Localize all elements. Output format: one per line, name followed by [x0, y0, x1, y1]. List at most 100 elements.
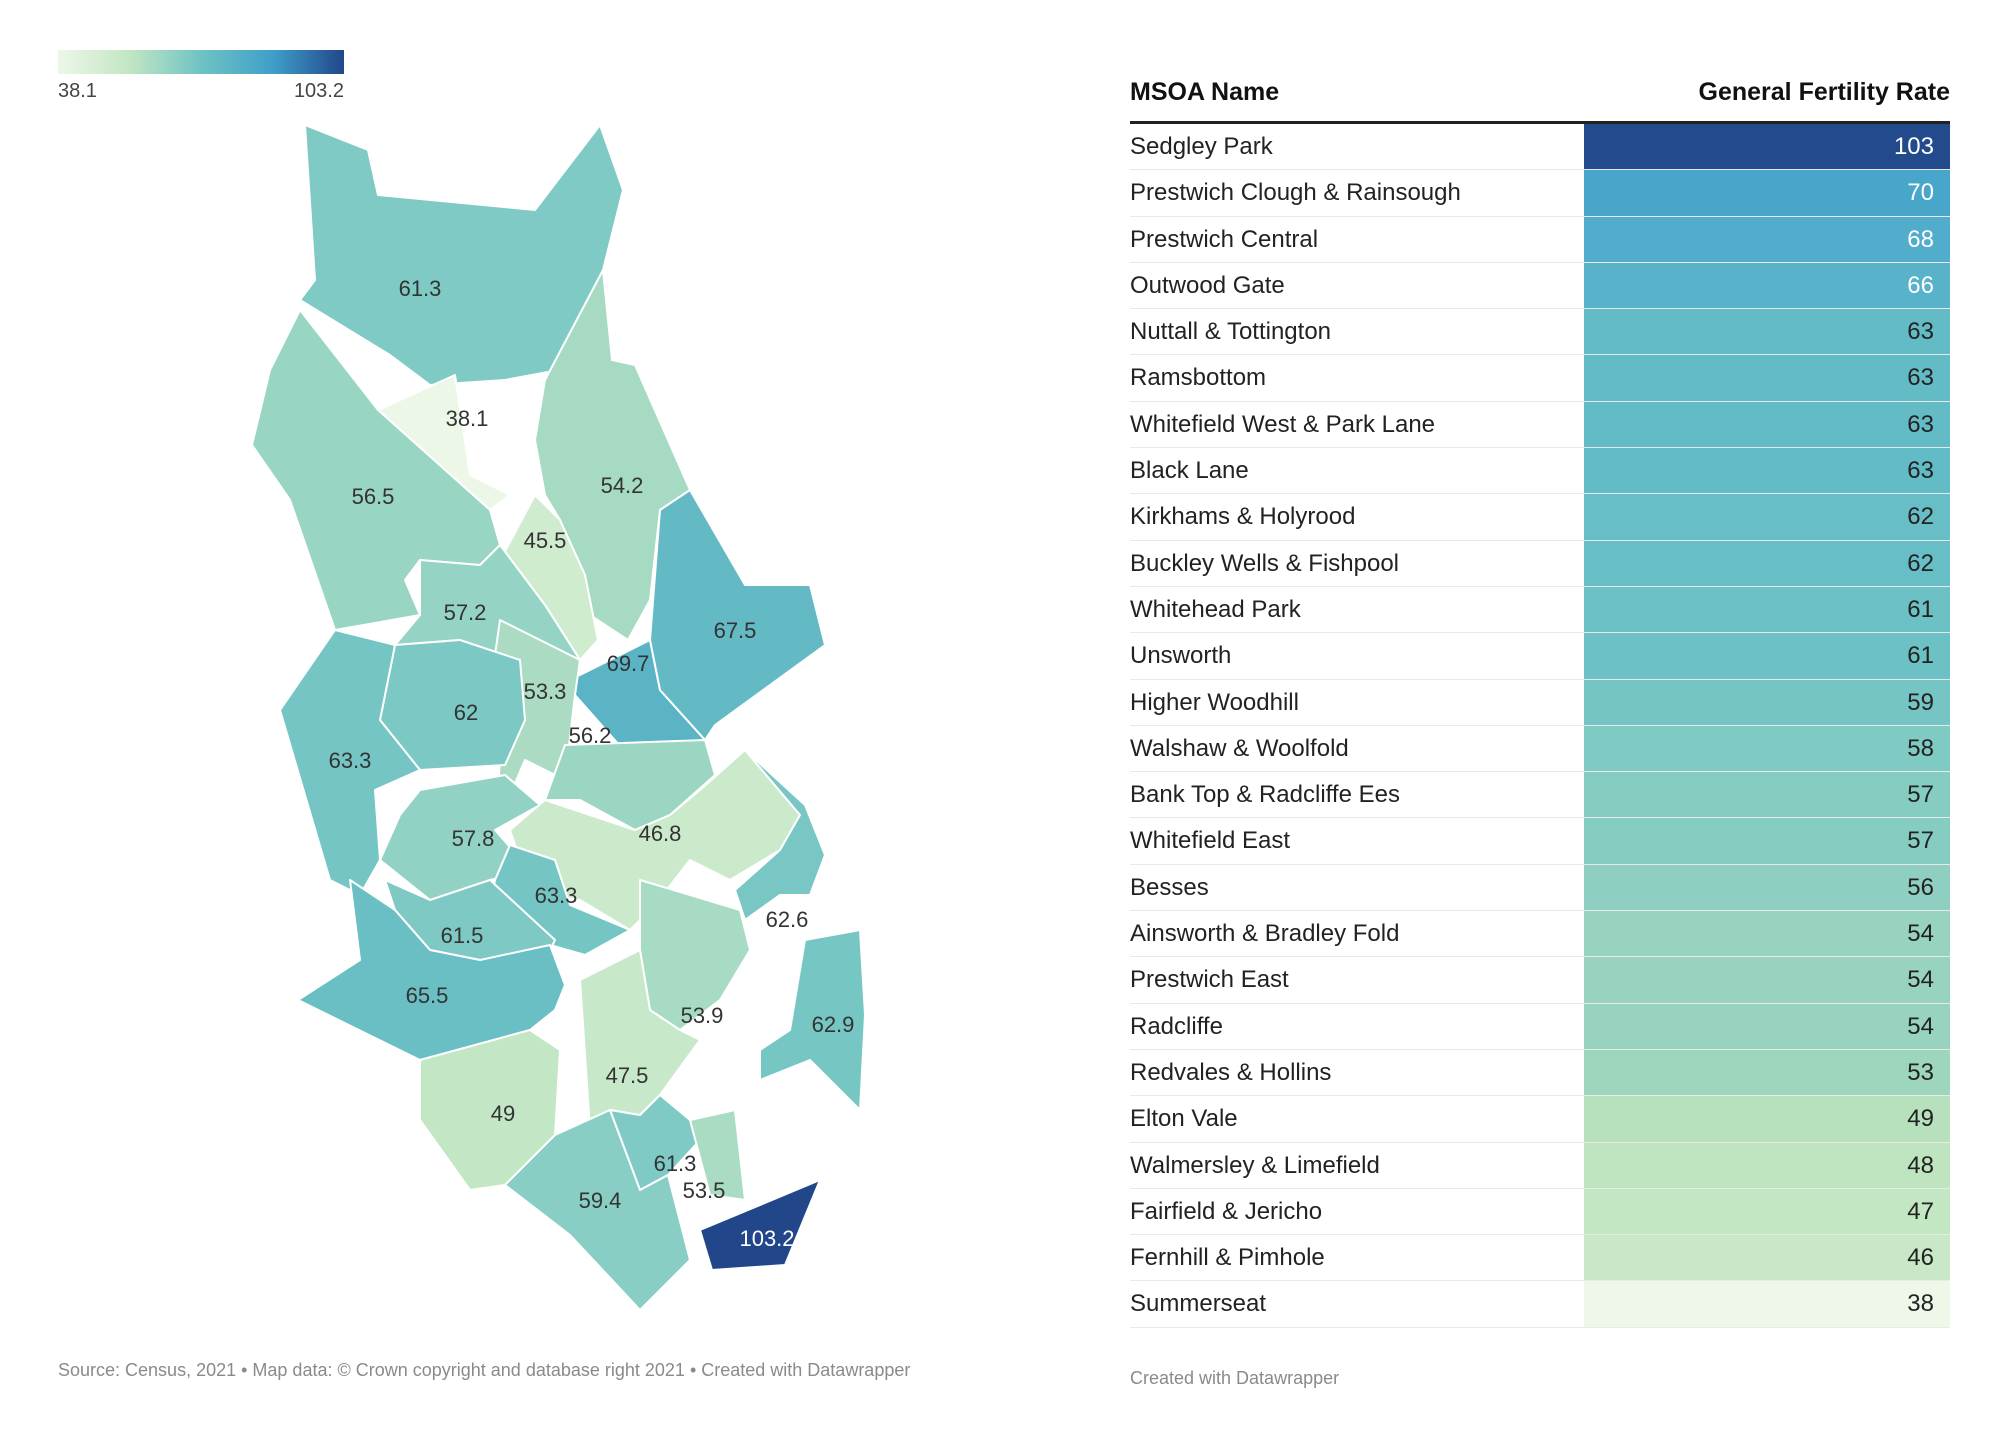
choropleth-map: 61.3 38.1 56.5 54.2 45.5 57.2 69.7 67.5 53.3 62 63…	[251, 124, 866, 1311]
fertility-rate-cell: 61	[1584, 633, 1950, 679]
map-region-label: 61.3	[654, 1151, 697, 1176]
msoa-name-cell: Buckley Wells & Fishpool	[1130, 549, 1399, 577]
map-region[interactable]	[297, 879, 566, 1061]
table-row: Prestwich East 54	[1130, 957, 1950, 1004]
map-region-label: 62.9	[812, 1012, 855, 1037]
msoa-name-cell: Elton Vale	[1130, 1105, 1238, 1133]
fertility-rate-cell: 66	[1584, 262, 1950, 309]
map-region-label: 57.2	[444, 600, 487, 625]
msoa-name-cell: Ainsworth & Bradley Fold	[1130, 920, 1400, 948]
table-row: Summerseat 38	[1130, 1281, 1950, 1328]
map-region-label: 62	[454, 700, 478, 725]
fertility-rate-cell: 62	[1584, 494, 1950, 540]
msoa-name-cell: Fairfield & Jericho	[1130, 1197, 1323, 1225]
msoa-name-cell: Prestwich Clough & Rainsough	[1130, 179, 1461, 207]
map-region[interactable]	[534, 269, 691, 641]
fertility-rate-cell: 56	[1584, 864, 1950, 911]
msoa-name-cell: Walshaw & Woolfold	[1130, 734, 1349, 762]
fertility-rate-cell: 63	[1584, 401, 1950, 448]
table-row: Ainsworth & Bradley Fold 54	[1130, 911, 1950, 958]
table-row: Radcliffe 54	[1130, 1003, 1950, 1050]
fertility-rate-cell: 63	[1584, 309, 1950, 355]
table-row: Elton Vale 49	[1130, 1096, 1950, 1143]
table-row: Unsworth 61	[1130, 633, 1950, 680]
map-region[interactable]	[699, 1179, 821, 1271]
fertility-rate-cell: 47	[1584, 1188, 1950, 1235]
fertility-rate-cell: 59	[1584, 679, 1950, 725]
table-row: Prestwich Clough & Rainsough 70	[1130, 170, 1950, 217]
map-region[interactable]	[251, 309, 501, 631]
map-region-label: 57.8	[452, 826, 495, 851]
fertility-rate-cell: 57	[1584, 818, 1950, 864]
fertility-rate-cell: 46	[1584, 1235, 1950, 1281]
msoa-name-cell: Prestwich East	[1130, 966, 1289, 994]
fertility-rate-cell: 63	[1584, 355, 1950, 401]
map-region-label: 53.5	[683, 1178, 726, 1203]
fertility-rate-cell: 57	[1584, 772, 1950, 818]
table-row: Whitefield East 57	[1130, 818, 1950, 865]
map-region[interactable]	[759, 929, 866, 1111]
fertility-rate-cell: 62	[1584, 540, 1950, 586]
map-region-label: 46.8	[639, 821, 682, 846]
map-region-label: 63.3	[329, 748, 372, 773]
fertility-rate-cell: 48	[1584, 1142, 1950, 1188]
table-row: Bank Top & Radcliffe Ees 57	[1130, 772, 1950, 819]
msoa-name-cell: Radcliffe	[1130, 1012, 1223, 1040]
fertility-rate-cell: 54	[1584, 957, 1950, 1003]
msoa-name-cell: Fernhill & Pimhole	[1130, 1244, 1325, 1272]
table-credit: Created with Datawrapper	[1130, 1367, 1340, 1388]
msoa-name-cell: Besses	[1130, 873, 1209, 901]
map-region-label: 49	[491, 1101, 515, 1126]
table-body: Sedgley Park 103 Prestwich Clough & Rainso…	[1130, 124, 1950, 1328]
msoa-name-cell: Prestwich Central	[1130, 225, 1319, 253]
table-row: Fernhill & Pimhole 46	[1130, 1235, 1950, 1282]
map-region[interactable]	[689, 1109, 746, 1201]
table-row: Redvales & Hollins 53	[1130, 1049, 1950, 1097]
msoa-name-cell: Kirkhams & Holyrood	[1130, 503, 1356, 531]
msoa-name-cell: Summerseat	[1130, 1290, 1267, 1318]
table-row: Black Lane 63	[1130, 448, 1950, 495]
map-region[interactable]	[279, 629, 421, 896]
map-region-label: 47.5	[606, 1063, 649, 1088]
fertility-table: MSOA Name General Fertility Rate Sedgley…	[1130, 78, 1950, 1389]
column-header-fertility-rate[interactable]: General Fertility Rate	[1698, 78, 1950, 106]
msoa-name-cell: Black Lane	[1130, 457, 1249, 485]
msoa-name-cell: Bank Top & Radcliffe Ees	[1130, 781, 1400, 809]
table-row: Fairfield & Jericho 47	[1130, 1188, 1950, 1236]
fertility-rate-cell: 63	[1584, 448, 1950, 494]
map-region-label: 62.6	[766, 907, 809, 932]
table-row: Sedgley Park 103	[1130, 124, 1950, 171]
map-region-label: 69.7	[607, 651, 650, 676]
map-region[interactable]	[504, 1109, 691, 1311]
map-region[interactable]	[649, 489, 826, 741]
map-region-label: 54.2	[601, 473, 644, 498]
msoa-name-cell: Unsworth	[1130, 642, 1232, 670]
map-region-label: 103.2	[739, 1226, 794, 1251]
map-region-label: 53.3	[524, 679, 567, 704]
column-header-msoa-name[interactable]: MSOA Name	[1130, 78, 1280, 106]
msoa-name-cell: Whitehead Park	[1130, 595, 1301, 623]
table-row: Whitefield West & Park Lane 63	[1130, 401, 1950, 449]
map-panel: 38.1 103.2 61.3 38.1 56.5 54.2 45.5 57.2 69.7 6…	[58, 50, 911, 1380]
map-region-label: 65.5	[406, 983, 449, 1008]
table-row: Nuttall & Tottington 63	[1130, 309, 1950, 356]
fertility-rate-cell: 58	[1584, 725, 1950, 772]
legend-gradient-bar	[58, 50, 344, 74]
msoa-name-cell: Whitefield West & Park Lane	[1130, 410, 1436, 438]
fertility-rate-cell: 70	[1584, 170, 1950, 216]
fertility-rate-cell: 38	[1584, 1281, 1950, 1327]
map-source-note: Source: Census, 2021 • Map data: © Crown…	[58, 1360, 911, 1380]
fertility-rate-cell: 54	[1584, 911, 1950, 957]
fertility-rate-cell: 54	[1584, 1003, 1950, 1049]
map-region-label: 61.5	[441, 923, 484, 948]
msoa-name-cell: Ramsbottom	[1130, 364, 1267, 392]
map-region-label: 53.9	[681, 1003, 724, 1028]
msoa-name-cell: Nuttall & Tottington	[1130, 318, 1332, 346]
map-region[interactable]	[734, 749, 826, 921]
table-row: Buckley Wells & Fishpool 62	[1130, 540, 1950, 587]
map-region-label: 38.1	[446, 406, 489, 431]
table-row: Besses 56	[1130, 864, 1950, 912]
fertility-rate-cell: 53	[1584, 1049, 1950, 1096]
msoa-name-cell: Sedgley Park	[1130, 133, 1273, 160]
color-legend: 38.1 103.2	[58, 50, 344, 103]
